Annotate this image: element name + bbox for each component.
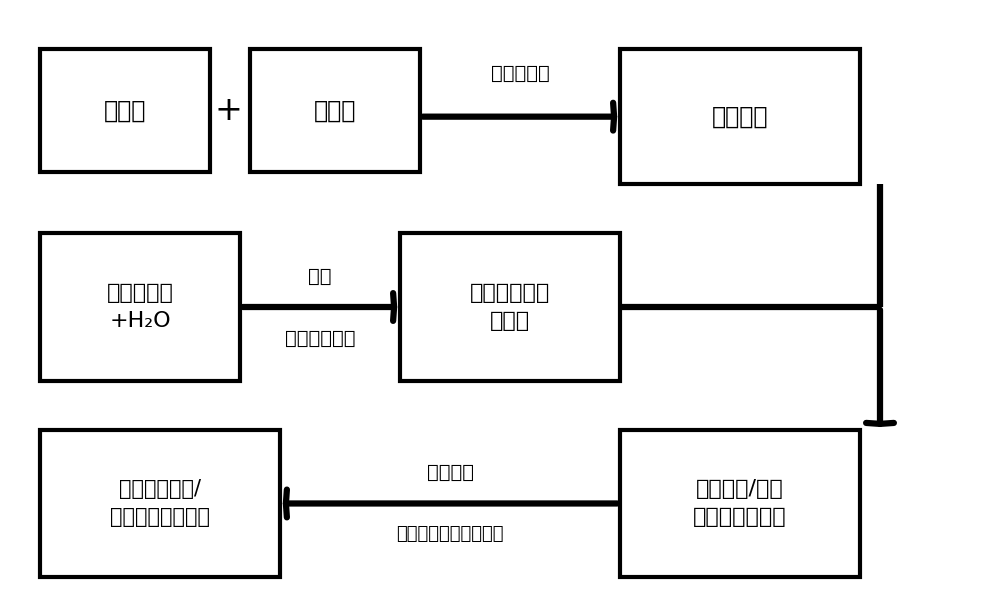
Bar: [40, 49, 210, 172]
Text: 升华硫: 升华硫: [104, 98, 146, 123]
Text: 硫化钠: 硫化钠: [314, 98, 356, 123]
Bar: [620, 430, 860, 577]
Text: 表面活性剂
+H₂O: 表面活性剂 +H₂O: [107, 283, 173, 331]
Bar: [40, 430, 280, 577]
Bar: [620, 49, 860, 184]
Text: 纳米碳基材料
水溶液: 纳米碳基材料 水溶液: [470, 283, 550, 331]
Text: 三氯丙烷: 三氯丙烷: [426, 463, 474, 482]
Text: 多硫化钠: 多硫化钠: [712, 104, 768, 129]
Bar: [250, 49, 420, 172]
Text: 有机聚合物硫/
纳米碳基复合材料: 有机聚合物硫/ 纳米碳基复合材料: [110, 480, 210, 527]
Text: +: +: [214, 94, 242, 127]
Bar: [400, 233, 620, 381]
Text: 搅拌、离心、冷冻干燥: 搅拌、离心、冷冻干燥: [396, 525, 504, 543]
Text: 化学计量比: 化学计量比: [491, 64, 549, 83]
Text: 多硫化钠/纳米
碳基材料水溶液: 多硫化钠/纳米 碳基材料水溶液: [693, 480, 787, 527]
Text: 纳米碳基材料: 纳米碳基材料: [285, 328, 355, 348]
Text: 搅拌: 搅拌: [308, 266, 332, 286]
Bar: [40, 233, 240, 381]
